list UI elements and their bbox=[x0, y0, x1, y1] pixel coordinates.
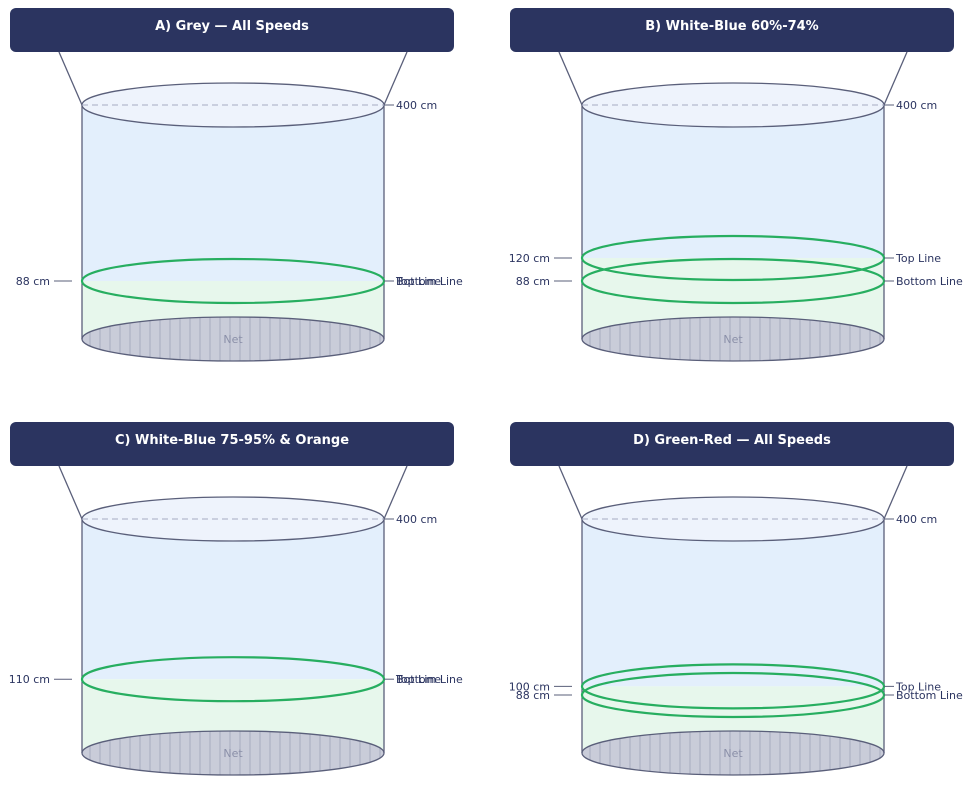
panel-title: A) Grey — All Speeds bbox=[10, 8, 454, 52]
net-label: Net bbox=[223, 747, 243, 760]
panel-b: B) White-Blue 60%-74% Net 400 cm 120 cm Top… bbox=[500, 0, 972, 380]
panel-title: B) White-Blue 60%-74% bbox=[510, 8, 954, 52]
suspension-rope bbox=[883, 51, 908, 106]
suspension-rope bbox=[383, 51, 408, 106]
panel-d: D) Green-Red — All Speeds Net 400 cm 100 c… bbox=[500, 414, 972, 794]
panel-title: C) White-Blue 75-95% & Orange bbox=[10, 422, 454, 466]
line-name-label: Top Line bbox=[395, 673, 441, 686]
drum-diagram: Net 400 cm 100 cm Top Line 88 cm Bottom Line bbox=[509, 465, 963, 776]
net-ellipse bbox=[582, 317, 884, 361]
line-name-label: Bottom Line bbox=[396, 673, 463, 686]
water-region bbox=[582, 519, 884, 687]
line-name-label: Bottom Line bbox=[896, 275, 963, 288]
suspension-rope bbox=[883, 465, 908, 520]
drum-diagram: Net 400 cm 120 cm Top Line 88 cm Bottom Line bbox=[509, 51, 963, 362]
height-label-left: 100 cm bbox=[509, 680, 550, 693]
net-ellipse bbox=[82, 731, 384, 775]
suspension-rope bbox=[383, 465, 408, 520]
water-region bbox=[82, 519, 384, 680]
height-label-400cm: 400 cm bbox=[396, 513, 437, 526]
net-ellipse bbox=[582, 731, 884, 775]
height-label-left: 88 cm bbox=[516, 275, 550, 288]
net-label: Net bbox=[723, 333, 743, 346]
height-label-400cm: 400 cm bbox=[896, 513, 937, 526]
panel-a: A) Grey — All Speeds Net 400 cm 88 cm Top L… bbox=[0, 0, 480, 380]
line-name-label: Top Line bbox=[895, 252, 941, 265]
net-label: Net bbox=[723, 747, 743, 760]
line-name-label: Top Line bbox=[395, 275, 441, 288]
water-region bbox=[582, 105, 884, 258]
line-name-label: Bottom Line bbox=[396, 275, 463, 288]
height-label-left: 110 cm bbox=[9, 673, 50, 686]
net-ellipse bbox=[82, 317, 384, 361]
water-region bbox=[82, 105, 384, 281]
suspension-rope bbox=[58, 465, 83, 520]
height-label-left: 120 cm bbox=[509, 252, 550, 265]
suspension-rope bbox=[558, 51, 583, 106]
panel-title: D) Green-Red — All Speeds bbox=[510, 422, 954, 466]
height-label-400cm: 400 cm bbox=[896, 99, 937, 112]
net-label: Net bbox=[223, 333, 243, 346]
line-name-label: Bottom Line bbox=[896, 689, 963, 702]
line-name-label: Top Line bbox=[895, 680, 941, 693]
height-label-left: 88 cm bbox=[16, 275, 50, 288]
height-label-400cm: 400 cm bbox=[396, 99, 437, 112]
height-label-left: 88 cm bbox=[516, 689, 550, 702]
suspension-rope bbox=[58, 51, 83, 106]
panel-c: C) White-Blue 75-95% & Orange Net 400 cm 1… bbox=[0, 414, 480, 794]
suspension-rope bbox=[558, 465, 583, 520]
